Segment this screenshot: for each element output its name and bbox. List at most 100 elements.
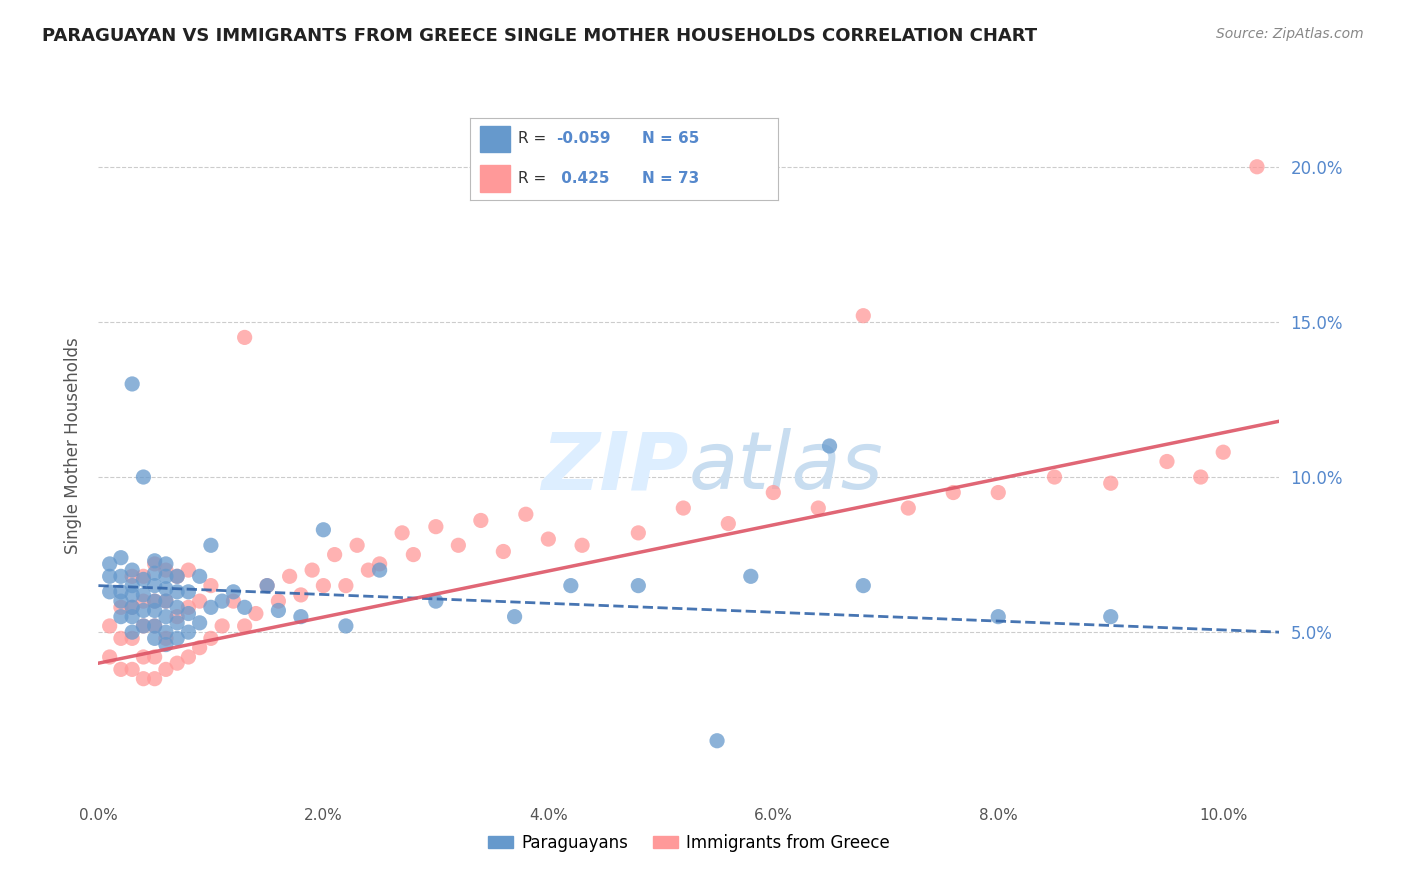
Point: [200, 600, 222, 615]
Point: [267, 603, 290, 617]
Point: [143, 603, 166, 617]
Legend: Paraguayans, Immigrants from Greece: Paraguayans, Immigrants from Greece: [481, 828, 897, 859]
Point: [188, 640, 211, 655]
Point: [155, 594, 177, 608]
Point: [143, 632, 166, 646]
Point: [357, 563, 380, 577]
Point: [222, 584, 245, 599]
Point: [155, 638, 177, 652]
Point: [211, 594, 233, 608]
Point: [166, 632, 188, 646]
Point: [290, 588, 312, 602]
Point: [571, 538, 593, 552]
Point: [368, 563, 391, 577]
Point: [188, 569, 211, 583]
Point: [166, 609, 188, 624]
Point: [110, 569, 132, 583]
Point: [155, 569, 177, 583]
Point: [143, 594, 166, 608]
Point: [256, 579, 278, 593]
Point: [987, 609, 1010, 624]
Point: [121, 569, 143, 583]
Point: [132, 603, 155, 617]
Point: [503, 609, 526, 624]
Point: [166, 600, 188, 615]
Point: [98, 619, 121, 633]
Point: [132, 573, 155, 587]
Point: [1156, 454, 1178, 468]
Point: [121, 662, 143, 676]
Point: [425, 519, 447, 533]
Point: [233, 330, 256, 344]
Point: [323, 548, 346, 562]
Point: [110, 594, 132, 608]
Point: [312, 579, 335, 593]
Point: [470, 513, 492, 527]
Point: [256, 579, 278, 593]
Point: [143, 566, 166, 581]
Point: [346, 538, 368, 552]
Point: [121, 579, 143, 593]
Point: [121, 588, 143, 602]
Point: [177, 600, 200, 615]
Y-axis label: Single Mother Households: Single Mother Households: [65, 338, 83, 554]
Point: [121, 625, 143, 640]
Point: [132, 619, 155, 633]
Point: [110, 584, 132, 599]
Point: [762, 485, 785, 500]
Point: [177, 563, 200, 577]
Point: [98, 569, 121, 583]
Point: [402, 548, 425, 562]
Point: [188, 594, 211, 608]
Point: [110, 550, 132, 565]
Point: [143, 672, 166, 686]
Point: [627, 525, 650, 540]
Point: [98, 557, 121, 571]
Point: [942, 485, 965, 500]
Point: [143, 619, 166, 633]
Point: [143, 579, 166, 593]
Point: [121, 600, 143, 615]
Text: ZIP: ZIP: [541, 428, 689, 507]
Point: [200, 538, 222, 552]
Point: [121, 376, 143, 391]
Point: [627, 579, 650, 593]
Point: [560, 579, 582, 593]
Point: [121, 600, 143, 615]
Point: [177, 625, 200, 640]
Point: [155, 662, 177, 676]
Point: [98, 650, 121, 665]
Point: [233, 619, 256, 633]
Point: [200, 579, 222, 593]
Point: [132, 470, 155, 484]
Point: [166, 584, 188, 599]
Point: [166, 615, 188, 630]
Point: [188, 615, 211, 630]
Point: [121, 632, 143, 646]
Point: [155, 594, 177, 608]
Point: [301, 563, 323, 577]
Point: [807, 501, 830, 516]
Point: [155, 582, 177, 596]
Point: [166, 569, 188, 583]
Point: [368, 557, 391, 571]
Text: atlas: atlas: [689, 428, 884, 507]
Point: [155, 625, 177, 640]
Point: [1043, 470, 1066, 484]
Point: [143, 650, 166, 665]
Point: [121, 609, 143, 624]
Point: [98, 584, 121, 599]
Point: [515, 508, 537, 522]
Point: [143, 619, 166, 633]
Point: [1246, 160, 1268, 174]
Point: [740, 569, 762, 583]
Point: [425, 594, 447, 608]
Point: [110, 609, 132, 624]
Point: [132, 650, 155, 665]
Point: [132, 594, 155, 608]
Point: [132, 588, 155, 602]
Point: [166, 569, 188, 583]
Point: [143, 554, 166, 568]
Point: [155, 609, 177, 624]
Point: [492, 544, 515, 558]
